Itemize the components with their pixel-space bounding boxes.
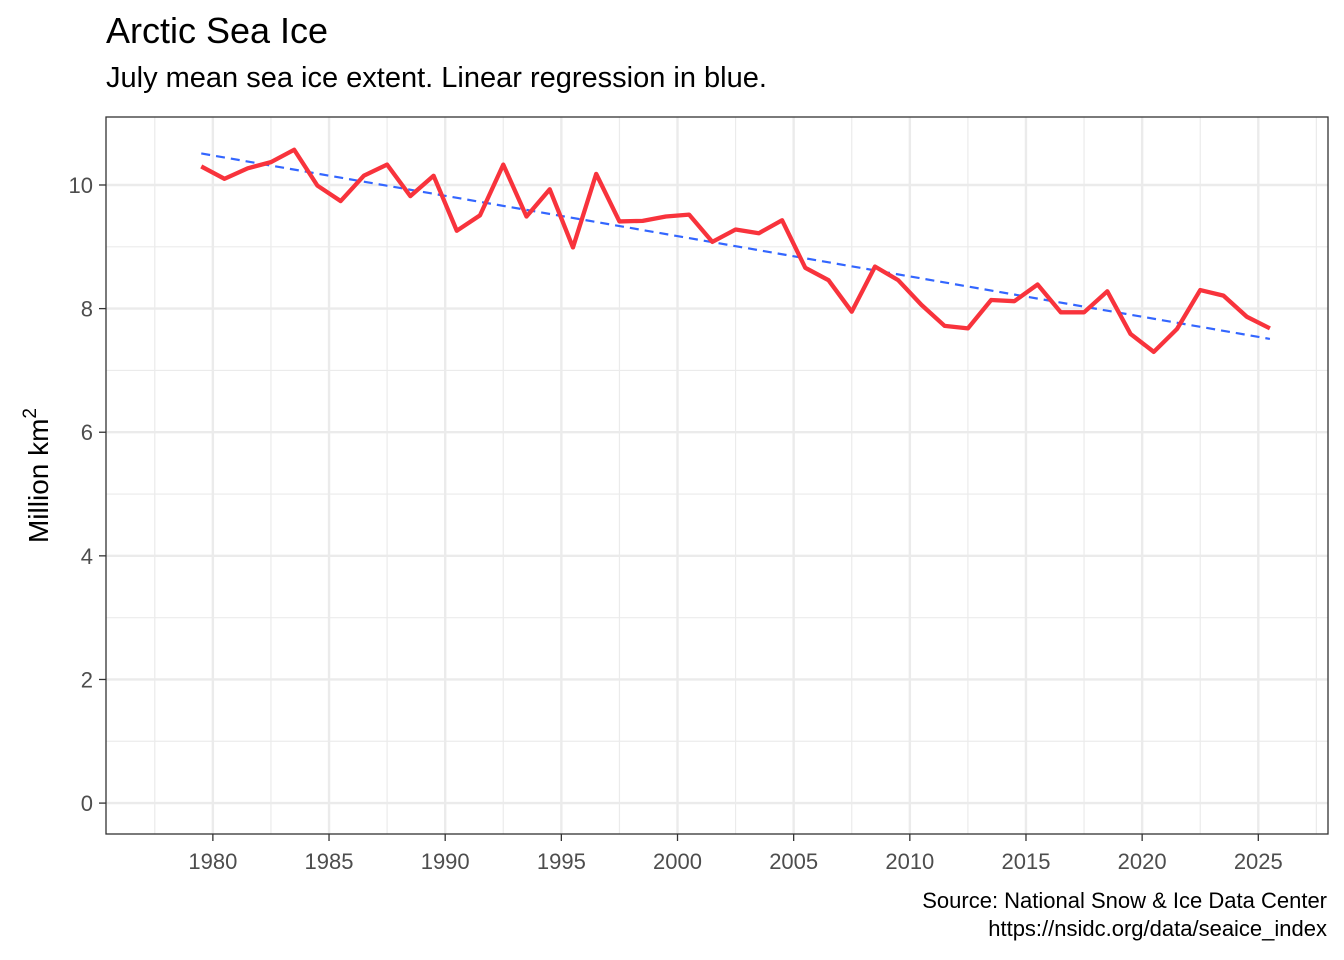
y-tick-label: 2 [81,667,93,692]
y-tick-label: 8 [81,297,93,322]
chart-title: Arctic Sea Ice [106,10,329,51]
y-tick-label: 10 [69,173,93,198]
y-tick-label: 0 [81,791,93,816]
y-tick-label: 4 [81,544,93,569]
x-tick-label: 2015 [1002,849,1051,874]
x-tick-label: 2025 [1234,849,1283,874]
y-axis-label: Million km2 [20,408,54,543]
x-tick-label: 1980 [188,849,237,874]
x-tick-label: 2020 [1118,849,1167,874]
y-tick-label: 6 [81,420,93,445]
axis-ticks: 1980 1985 1990 1995 2000 2005 2010 2015 2020 2025… [69,173,1283,874]
x-tick-label: 1995 [537,849,586,874]
chart-marks [200,147,1271,355]
source-url: https://nsidc.org/data/seaice_index [988,916,1327,941]
minor-gridlines [106,117,1328,834]
sea-ice-extent-line [200,147,1271,355]
major-gridlines [106,117,1328,834]
x-tick-label: 2000 [653,849,702,874]
source-caption: Source: National Snow & Ice Data Center [922,888,1327,913]
x-tick-label: 2005 [769,849,818,874]
chart-subtitle: July mean sea ice extent. Linear regress… [106,62,767,94]
x-tick-label: 2010 [885,849,934,874]
x-tick-label: 1990 [421,849,470,874]
x-tick-label: 1985 [305,849,354,874]
panel-border [105,116,1329,835]
